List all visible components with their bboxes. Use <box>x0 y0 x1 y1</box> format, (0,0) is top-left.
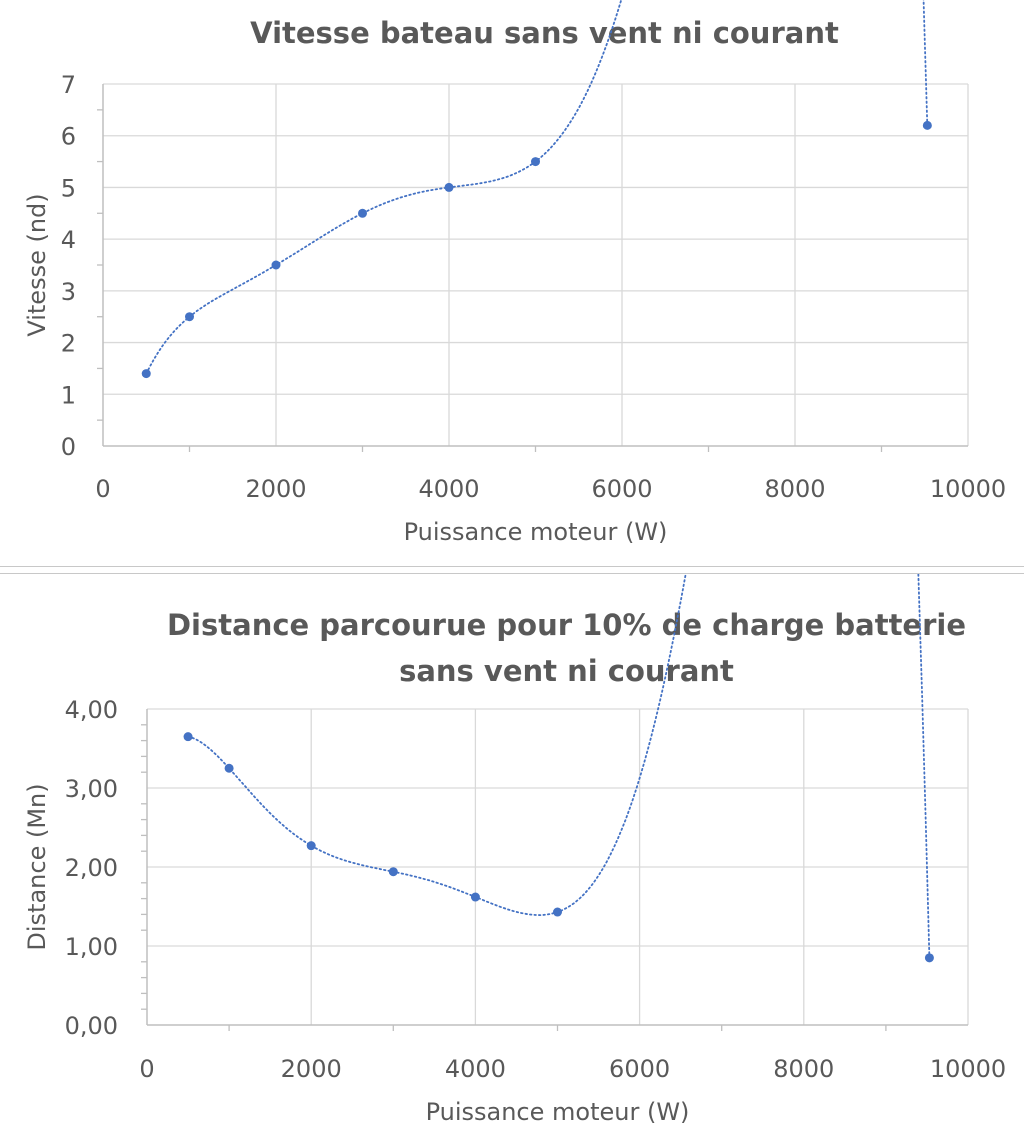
speed-x-tick-label: 6000 <box>591 475 652 503</box>
chart-distance: Distance parcourue pour 10% de charge ba… <box>23 574 1006 1126</box>
distance-x-tick-label: 0 <box>139 1055 154 1083</box>
distance-y-axis-title: Distance (Mn) <box>23 783 51 950</box>
distance-data-point <box>470 892 480 902</box>
speed-data-point <box>185 312 194 322</box>
speed-data-point <box>922 120 932 130</box>
distance-y-tick-label: 4,00 <box>65 696 118 724</box>
speed-data-point <box>271 260 281 270</box>
distance-data-point <box>224 763 234 773</box>
distance-chart-title: sans vent ni courant <box>399 654 734 688</box>
distance-x-tick-label: 2000 <box>281 1055 342 1083</box>
speed-x-tick-label: 8000 <box>764 475 825 503</box>
distance-x-tick-label: 6000 <box>609 1055 670 1083</box>
distance-x-tick-label: 4000 <box>445 1055 506 1083</box>
chart-speed: Vitesse bateau sans vent ni courant 0 1 2 3 4… <box>23 0 1006 546</box>
speed-y-tick-label: 3 <box>61 278 76 306</box>
speed-y-tick-label: 4 <box>61 226 76 254</box>
chart-speed-panel: Vitesse bateau sans vent ni courant 0 1 2 3 4… <box>0 0 1024 566</box>
distance-x-tick-label: 10000 <box>930 1055 1006 1083</box>
distance-y-tick-label: 1,00 <box>65 933 118 961</box>
speed-y-tick-label: 2 <box>61 330 76 358</box>
distance-data-point <box>553 907 562 917</box>
speed-y-tick-label: 0 <box>61 433 76 461</box>
speed-x-axis-title: Puissance moteur (W) <box>404 518 668 546</box>
distance-data-point <box>306 841 316 851</box>
distance-data-point <box>388 867 398 877</box>
chart-distance-panel: Distance parcourue pour 10% de charge ba… <box>0 574 1024 1148</box>
speed-x-tick-label: 4000 <box>418 475 479 503</box>
distance-data-point <box>924 953 934 963</box>
speed-x-tick-label: 10000 <box>930 475 1006 503</box>
speed-y-tick-label: 6 <box>61 123 76 151</box>
speed-x-tick-label: 0 <box>95 475 110 503</box>
speed-chart-title: Vitesse bateau sans vent ni courant <box>250 16 839 50</box>
speed-data-point <box>531 157 540 167</box>
distance-data-point <box>183 732 193 742</box>
chart-separator-bottom <box>0 573 1024 574</box>
speed-y-tick-label: 1 <box>61 381 76 409</box>
speed-x-tick-label: 2000 <box>245 475 306 503</box>
distance-y-tick-label: 2,00 <box>65 854 118 882</box>
distance-x-axis-title: Puissance moteur (W) <box>426 1098 690 1126</box>
chart-separator-top <box>0 566 1024 567</box>
distance-x-tick-label: 8000 <box>773 1055 834 1083</box>
speed-data-point <box>358 208 367 218</box>
speed-y-tick-label: 7 <box>61 71 76 99</box>
speed-data-point <box>444 182 454 192</box>
speed-y-axis-title: Vitesse (nd) <box>23 193 51 336</box>
speed-data-point <box>141 369 151 379</box>
distance-y-tick-label: 3,00 <box>65 775 118 803</box>
distance-chart-title: Distance parcourue pour 10% de charge ba… <box>167 608 966 642</box>
speed-y-tick-label: 5 <box>61 174 76 202</box>
distance-y-tick-label: 0,00 <box>65 1012 118 1040</box>
